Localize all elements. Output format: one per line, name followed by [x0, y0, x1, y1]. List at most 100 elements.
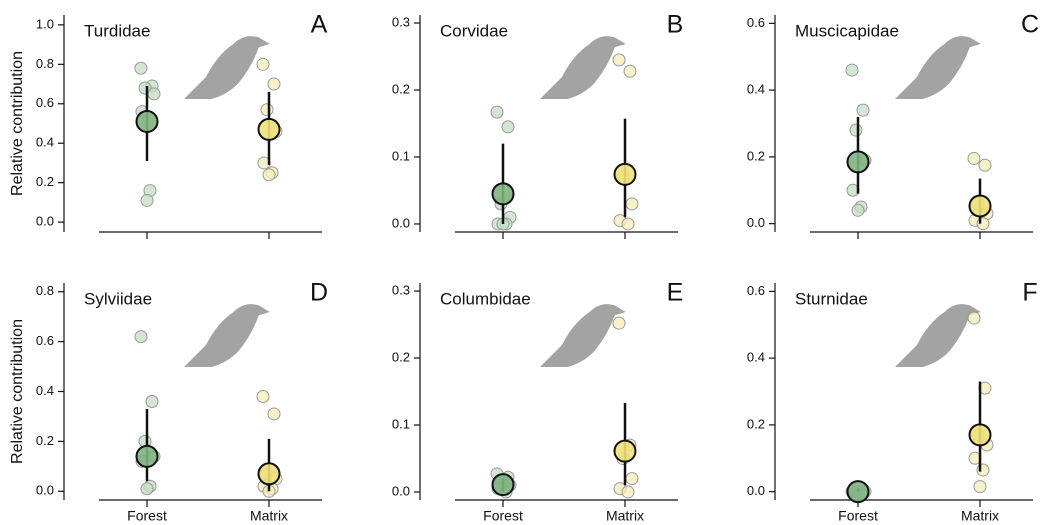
y-tick-label: 0.2 [392, 81, 410, 96]
mean-point [968, 423, 992, 447]
data-point [621, 485, 635, 499]
x-tick-label: Forest [483, 508, 523, 524]
mean-point [968, 194, 992, 218]
data-point [621, 217, 635, 231]
panel-title: Columbidae [440, 289, 531, 308]
data-point [490, 105, 504, 119]
x-tick-label: Matrix [606, 508, 644, 524]
panel: 0.0 0.1 0.2 0.3 Forest Matrix Columbidae E [392, 279, 683, 524]
panel-title: Corvidae [440, 21, 508, 40]
data-point [256, 57, 270, 71]
data-point [134, 61, 148, 75]
data-point [967, 311, 981, 325]
panel-letter: C [1021, 11, 1039, 39]
y-tick-label: 0.2 [36, 174, 54, 189]
y-tick-label: 0.1 [392, 416, 410, 431]
data-point [260, 103, 274, 117]
y-tick-label: 0.1 [392, 148, 410, 163]
panel-title: Turdidae [84, 21, 150, 40]
y-tick-label: 0.6 [36, 95, 54, 110]
y-tick-label: 0.6 [747, 283, 765, 298]
y-tick-label: 0.8 [36, 56, 54, 71]
data-point [262, 168, 276, 182]
y-tick-label: 1.0 [36, 16, 54, 31]
data-point [612, 53, 626, 67]
y-tick-label: 0.4 [36, 135, 54, 150]
y-tick-label: 0.0 [392, 483, 410, 498]
panel: 0.0 0.2 0.4 0.6 0.8 1.0 Turdidae A Relative cont… [9, 11, 328, 239]
panel: 0.0 0.2 0.4 0.6 0.8 Forest Matrix Sylviidae D Rel… [9, 279, 328, 524]
data-point [978, 158, 992, 172]
y-tick-label: 0.6 [36, 333, 54, 348]
panel-letter: D [310, 279, 328, 307]
mean-point [135, 444, 159, 468]
data-point [856, 103, 870, 117]
y-tick-label: 0.2 [747, 148, 765, 163]
bird-silhouette [895, 36, 981, 99]
panel-letter: B [667, 11, 684, 39]
y-axis-label: Relative contribution [9, 51, 26, 196]
mean-point [846, 480, 870, 504]
y-tick-label: 0.0 [392, 215, 410, 230]
y-tick-label: 0.4 [747, 82, 765, 97]
mean-point [257, 117, 281, 141]
mean-point [613, 162, 637, 186]
y-tick-label: 0.4 [36, 383, 54, 398]
panel-title: Sylviidae [84, 289, 152, 308]
y-tick-label: 0.0 [747, 215, 765, 230]
y-tick-label: 0.6 [747, 15, 765, 30]
mean-point [491, 182, 515, 206]
y-tick-label: 0.4 [747, 350, 765, 365]
y-tick-label: 0.8 [36, 283, 54, 298]
data-point [145, 394, 159, 408]
data-point [147, 87, 161, 101]
y-axis-label: Relative contribution [9, 319, 26, 464]
x-tick-label: Forest [127, 508, 167, 524]
data-point [967, 152, 981, 166]
data-point [973, 480, 987, 494]
panel-letter: A [311, 11, 328, 39]
y-tick-label: 0.2 [36, 433, 54, 448]
bird-silhouette [895, 304, 981, 367]
y-tick-label: 0.0 [36, 214, 54, 229]
data-point [849, 123, 863, 137]
y-tick-label: 0.3 [392, 282, 410, 297]
mean-point [846, 150, 870, 174]
y-tick-label: 0.0 [747, 483, 765, 498]
mean-point [257, 462, 281, 486]
data-point [267, 77, 281, 91]
x-tick-label: Forest [838, 508, 878, 524]
data-point [501, 120, 515, 134]
mean-point [135, 110, 159, 134]
data-point [140, 193, 154, 207]
data-point [256, 389, 270, 403]
data-point [267, 407, 281, 421]
x-tick-label: Matrix [250, 508, 288, 524]
y-tick-label: 0.2 [392, 349, 410, 364]
y-tick-label: 0.3 [392, 14, 410, 29]
bird-silhouette [540, 304, 626, 367]
mean-point [491, 473, 515, 497]
data-point [851, 203, 865, 217]
data-point [612, 316, 626, 330]
mean-point [613, 439, 637, 463]
panel-letter: F [1022, 279, 1037, 307]
bird-silhouette [184, 304, 270, 367]
y-tick-label: 0.2 [747, 416, 765, 431]
panel: 0.0 0.2 0.4 0.6 Muscicapidae C [747, 11, 1039, 239]
panel: 0.0 0.1 0.2 0.3 Corvidae B [392, 11, 683, 239]
panel: 0.0 0.2 0.4 0.6 Forest Matrix Sturnidae F [747, 279, 1038, 524]
panel-title: Sturnidae [795, 289, 868, 308]
panel-letter: E [667, 279, 684, 307]
data-point [134, 330, 148, 344]
bird-silhouette [184, 36, 270, 99]
data-point [625, 472, 639, 486]
bird-silhouette [540, 36, 626, 99]
data-point [623, 64, 637, 78]
data-point [140, 482, 154, 496]
data-point [845, 63, 859, 77]
x-tick-label: Matrix [961, 508, 999, 524]
panel-title: Muscicapidae [795, 21, 899, 40]
data-point [625, 197, 639, 211]
